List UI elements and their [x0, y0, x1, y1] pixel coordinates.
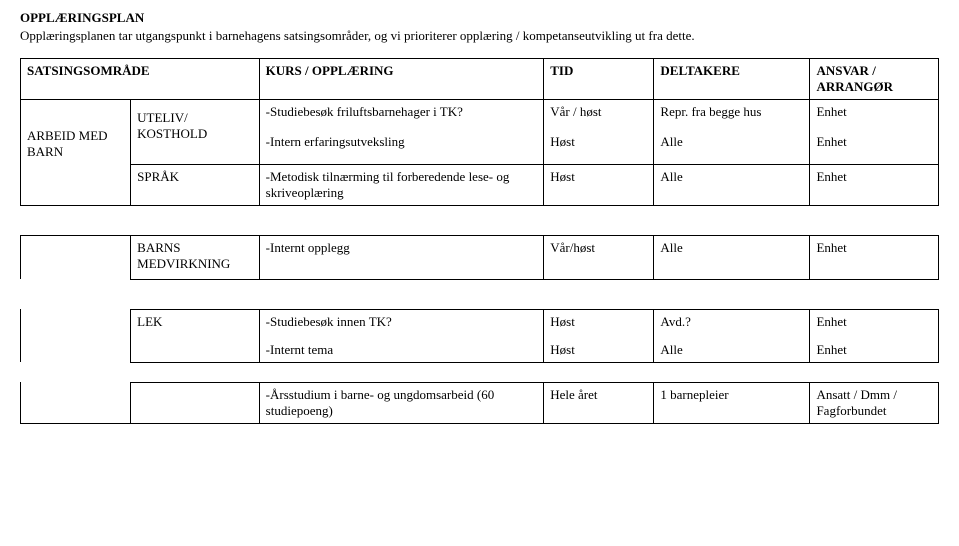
cell-delt-r4a: Avd.?: [654, 309, 810, 334]
cell-kurs-r4a: -Studiebesøk innen TK?: [259, 309, 544, 334]
text-enhet-r1b: Enhet: [816, 134, 846, 149]
cell-arbeid-top: [21, 100, 131, 125]
text-alle-r1b: Alle: [660, 134, 682, 149]
cell-left-r5: [21, 382, 131, 423]
col-kurs: KURS / OPPLÆRING: [259, 59, 544, 100]
cell-delt-r1a: Repr. fra begge hus: [654, 100, 810, 125]
cell-ansv-r3: Enhet: [810, 235, 939, 279]
cell-ansv-r4a: Enhet: [810, 309, 939, 334]
cell-ansv-r1a: Enhet: [810, 100, 939, 125]
cell-kurs-r3: -Internt opplegg: [259, 235, 544, 279]
cell-left-r3: [21, 235, 131, 279]
label-arbeid: ARBEID MED BARN: [27, 128, 108, 159]
col-tid: TID: [544, 59, 654, 100]
cell-tid-r5: Hele året: [544, 382, 654, 423]
cell-ansv-r1b: Enhet: [810, 124, 939, 164]
cell-kurs-r1b: -Intern erfaringsutveksling: [259, 124, 544, 164]
cell-delt-r3: Alle: [654, 235, 810, 279]
cell-left-r4b: [21, 334, 131, 363]
intro-text: Opplæringsplanen tar utgangspunkt i barn…: [20, 28, 939, 44]
cell-arbeid-bot: [21, 164, 131, 205]
cell-tid-r4b: Høst: [544, 334, 654, 363]
cell-delt-r4b: Alle: [654, 334, 810, 363]
cell-ansv-r4b: Enhet: [810, 334, 939, 363]
label-uteliv: UTELIV/ KOSTHOLD: [137, 110, 207, 141]
text-enhet-r4b: Enhet: [816, 342, 846, 357]
cell-delt-r5: 1 barnepleier: [654, 382, 810, 423]
cell-tid-r3: Vår/høst: [544, 235, 654, 279]
text-alle-r4b: Alle: [660, 342, 682, 357]
plan-table: SATSINGSOMRÅDE KURS / OPPLÆRING TID DELT…: [20, 58, 939, 424]
table-row: SPRÅK -Metodisk tilnærming til forberede…: [21, 164, 939, 205]
table-row: BARNS MEDVIRKNING -Internt opplegg Vår/h…: [21, 235, 939, 279]
cell-lek: LEK: [131, 309, 260, 362]
table-header-row: SATSINGSOMRÅDE KURS / OPPLÆRING TID DELT…: [21, 59, 939, 100]
text-intern-erf: -Intern erfaringsutveksling: [266, 134, 405, 149]
cell-barns: BARNS MEDVIRKNING: [131, 235, 260, 279]
cell-delt-r1b: Alle: [654, 124, 810, 164]
col-deltakere: DELTAKERE: [654, 59, 810, 100]
spacer-row: [21, 279, 939, 309]
cell-kurs-r2: -Metodisk tilnærming til forberedende le…: [259, 164, 544, 205]
cell-sprak: SPRÅK: [131, 164, 260, 205]
spacer-row: [21, 362, 939, 382]
text-host-r1b: Høst: [550, 134, 575, 149]
cell-tid-r1b: Høst: [544, 124, 654, 164]
table-row: LEK -Studiebesøk innen TK? Høst Avd.? En…: [21, 309, 939, 334]
col-satsingsomrade: SATSINGSOMRÅDE: [21, 59, 260, 100]
cell-cat-r5: [131, 382, 260, 423]
cell-kurs-r5: -Årsstudium i barne- og ungdomsarbeid (6…: [259, 382, 544, 423]
cell-tid-r4a: Høst: [544, 309, 654, 334]
cell-ansv-r2: Enhet: [810, 164, 939, 205]
cell-kurs-r1a: -Studiebesøk friluftsbarnehager i TK?: [259, 100, 544, 125]
text-internt-tema: -Internt tema: [266, 342, 334, 357]
cell-kurs-r4b: -Internt tema: [259, 334, 544, 363]
page-heading: OPPLÆRINGSPLAN: [20, 10, 939, 26]
cell-tid-r2: Høst: [544, 164, 654, 205]
cell-tid-r1a: Vår / høst: [544, 100, 654, 125]
table-row: -Årsstudium i barne- og ungdomsarbeid (6…: [21, 382, 939, 423]
text-host-r4b: Høst: [550, 342, 575, 357]
spacer-row: [21, 205, 939, 235]
cell-arbeid-mid: ARBEID MED BARN: [21, 124, 131, 164]
col-ansvar: ANSVAR / ARRANGØR: [810, 59, 939, 100]
cell-left-r4: [21, 309, 131, 334]
table-row: UTELIV/ KOSTHOLD -Studiebesøk friluftsba…: [21, 100, 939, 125]
cell-delt-r2: Alle: [654, 164, 810, 205]
cell-ansv-r5: Ansatt / Dmm / Fagforbundet: [810, 382, 939, 423]
cell-uteliv: UTELIV/ KOSTHOLD: [131, 100, 260, 165]
